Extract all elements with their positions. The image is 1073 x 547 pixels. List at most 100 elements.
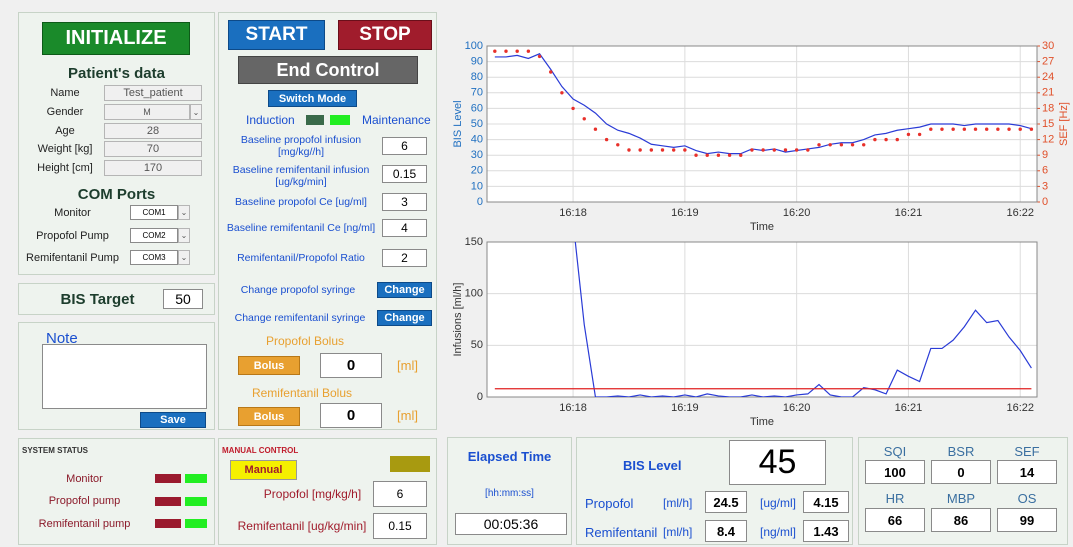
data-point (705, 153, 709, 157)
plot-area (487, 242, 1037, 397)
start-button[interactable]: START (228, 20, 325, 50)
param-value[interactable]: 4 (382, 219, 427, 237)
data-point (582, 117, 586, 121)
field-value[interactable]: 70 (104, 141, 202, 157)
x-tick-label: 16:18 (559, 402, 587, 414)
x-tick-label: 16:22 (1006, 402, 1034, 414)
initialize-button[interactable]: INITIALIZE (42, 22, 190, 55)
param-value[interactable]: 6 (382, 137, 427, 155)
y-tick-label: 50 (471, 339, 483, 351)
vital-label: SEF (1014, 443, 1040, 459)
y-tick-label: 60 (471, 102, 483, 114)
data-point (493, 49, 497, 53)
manual-label: Remifentanil [ug/kg/min] (237, 519, 367, 533)
port-label: Monitor (54, 207, 91, 219)
plot-border (486, 45, 1038, 203)
field-value[interactable]: M (104, 104, 190, 120)
status-panel (18, 438, 215, 545)
drug-rate: 24.5 (705, 491, 747, 513)
field-value[interactable]: 170 (104, 160, 202, 176)
x-tick-label: 16:20 (783, 207, 811, 219)
drug-ce: 1.43 (803, 520, 849, 542)
field-value[interactable]: Test_patient (104, 85, 202, 101)
status-green (185, 474, 207, 483)
manual-indicator (390, 456, 430, 472)
port-label: Remifentanil Pump (26, 252, 119, 264)
data-point (649, 148, 654, 152)
x-axis-label: Time (750, 221, 774, 233)
bis-value: 45 (729, 440, 826, 485)
dropdown-arrow[interactable]: ⌄ (178, 250, 190, 265)
dropdown-arrow[interactable]: ⌄ (178, 228, 190, 243)
y-tick-label: 100 (465, 288, 483, 300)
vital-label: OS (1017, 490, 1037, 506)
dropdown-arrow[interactable]: ⌄ (178, 205, 190, 220)
note-title: Note (46, 330, 78, 347)
status-green (185, 497, 207, 506)
bolus-value[interactable]: 0 (320, 353, 382, 378)
port-select[interactable]: COM2 (130, 228, 178, 243)
data-point (504, 49, 508, 53)
bolus-unit: [ml] (397, 358, 418, 373)
data-point (739, 153, 743, 157)
data-point (828, 143, 832, 147)
switch-mode-button[interactable]: Switch Mode (268, 90, 357, 107)
manual-button[interactable]: Manual (230, 460, 297, 480)
data-point (884, 137, 888, 142)
data-point (627, 148, 631, 152)
port-select[interactable]: COM3 (130, 250, 178, 265)
status-label: Remifentanil pump (38, 518, 131, 530)
port-label: Propofol Pump (36, 230, 109, 242)
manual-value[interactable]: 6 (373, 481, 427, 507)
port-select[interactable]: COM1 (130, 205, 178, 220)
bis-target-label: BIS Target (60, 290, 135, 308)
manual-value[interactable]: 0.15 (373, 513, 427, 539)
y2-tick-label: 12 (1042, 134, 1054, 146)
data-point (783, 148, 788, 152)
vital-value: 86 (931, 508, 991, 532)
y-axis-label: Infusions [ml/h] (452, 283, 464, 357)
end-control-button[interactable]: End Control (238, 56, 418, 84)
data-point (1029, 127, 1034, 131)
param-value[interactable]: 2 (382, 249, 427, 267)
maintenance-label: Maintenance (362, 113, 431, 127)
data-point (772, 148, 776, 152)
drug-unit: [ug/ml] (760, 496, 797, 510)
y-tick-label: 50 (471, 118, 483, 130)
param-value[interactable]: 0.15 (382, 165, 427, 183)
drug-unit: [ml/h] (663, 525, 693, 539)
syringe-label: Change propofol syringe (240, 284, 356, 296)
x-tick-label: 16:19 (671, 207, 699, 219)
stop-button[interactable]: STOP (338, 20, 432, 50)
bis-target-value[interactable]: 50 (163, 289, 203, 309)
data-point (671, 148, 676, 152)
field-label: Name (50, 87, 80, 99)
data-point (716, 153, 721, 157)
data-point (526, 49, 531, 53)
status-title: SYSTEM STATUS (22, 446, 88, 455)
param-label: Remifentanil/Propofol Ratio (237, 252, 365, 264)
change-button[interactable]: Change (377, 282, 432, 298)
y2-tick-label: 27 (1042, 56, 1054, 68)
x-tick-label: 16:21 (895, 402, 923, 414)
y2-tick-label: 15 (1042, 118, 1054, 130)
field-value[interactable]: 28 (104, 123, 202, 139)
bolus-value[interactable]: 0 (320, 403, 382, 428)
data-point (951, 127, 955, 131)
bolus-button[interactable]: Bolus (238, 407, 300, 426)
dropdown-arrow[interactable]: ⌄ (190, 104, 202, 120)
y-tick-label: 30 (471, 149, 483, 161)
note-textarea[interactable] (42, 344, 207, 409)
data-point (895, 137, 899, 142)
data-point (727, 153, 732, 157)
data-point (604, 137, 609, 142)
bolus-button[interactable]: Bolus (238, 356, 300, 375)
elapsed-title: Elapsed Time (467, 448, 552, 464)
status-red (155, 474, 181, 483)
drug-unit: [ng/ml] (760, 525, 797, 539)
change-button[interactable]: Change (377, 310, 432, 326)
save-button[interactable]: Save (140, 412, 206, 428)
data-point (593, 127, 598, 131)
param-value[interactable]: 3 (382, 193, 427, 211)
data-point (873, 137, 877, 142)
